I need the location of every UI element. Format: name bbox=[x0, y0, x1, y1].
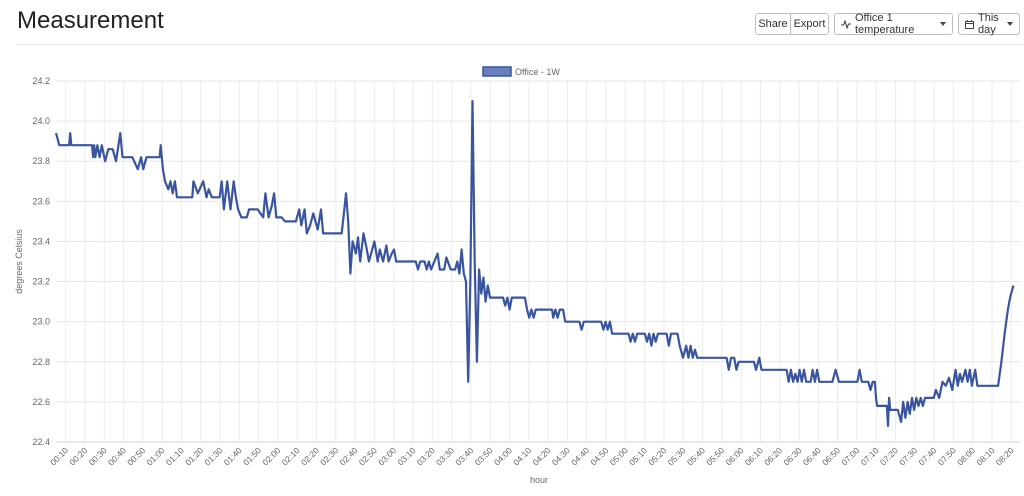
x-tick-label: 07:20 bbox=[878, 445, 900, 467]
calendar-icon bbox=[965, 19, 974, 29]
x-tick-label: 05:40 bbox=[685, 445, 707, 467]
x-tick-label: 02:50 bbox=[357, 445, 379, 467]
y-tick-label: 22.6 bbox=[32, 397, 50, 407]
x-tick-label: 05:50 bbox=[704, 445, 726, 467]
x-tick-label: 03:10 bbox=[395, 445, 417, 467]
x-tick-label: 07:10 bbox=[859, 445, 881, 467]
y-tick-label: 24.0 bbox=[32, 116, 50, 126]
x-tick-label: 00:40 bbox=[106, 445, 128, 467]
y-tick-label: 24.2 bbox=[32, 76, 50, 86]
x-tick-label: 06:50 bbox=[820, 445, 842, 467]
x-tick-label: 04:40 bbox=[569, 445, 591, 467]
legend-swatch bbox=[482, 66, 512, 77]
x-tick-label: 04:00 bbox=[492, 445, 514, 467]
x-tick-label: 06:20 bbox=[762, 445, 784, 467]
page-header: Measurement Share Export Office 1 temper… bbox=[0, 0, 1024, 46]
chart-series bbox=[54, 100, 1015, 428]
time-range-select[interactable]: This day bbox=[958, 12, 1020, 36]
time-range-label: This day bbox=[978, 12, 999, 36]
x-tick-label: 02:40 bbox=[337, 445, 359, 467]
x-tick-label: 02:10 bbox=[280, 445, 302, 467]
x-tick-label: 06:10 bbox=[743, 445, 765, 467]
x-tick-label: 03:30 bbox=[434, 445, 456, 467]
x-axis-title: hour bbox=[530, 475, 548, 485]
activity-icon bbox=[841, 19, 851, 29]
x-tick-label: 03:20 bbox=[415, 445, 437, 467]
x-tick-label: 04:20 bbox=[530, 445, 552, 467]
x-tick-label: 07:00 bbox=[839, 445, 861, 467]
y-tick-label: 23.0 bbox=[32, 317, 50, 327]
y-tick-label: 22.4 bbox=[32, 437, 50, 447]
x-tick-label: 05:30 bbox=[666, 445, 688, 467]
x-tick-label: 01:10 bbox=[164, 445, 186, 467]
x-tick-label: 04:10 bbox=[511, 445, 533, 467]
x-tick-label: 05:20 bbox=[646, 445, 668, 467]
series-line bbox=[54, 100, 1015, 428]
temperature-chart: 22.4 22.6 22.8 23.0 23.2 23.4 23.6 23.8 24.0 24.2… bbox=[14, 66, 1021, 485]
x-tick-label: 06:30 bbox=[781, 445, 803, 467]
x-tick-label: 03:40 bbox=[453, 445, 475, 467]
x-tick-label: 06:40 bbox=[801, 445, 823, 467]
x-tick-label: 02:30 bbox=[318, 445, 340, 467]
y-tick-label: 23.2 bbox=[32, 277, 50, 287]
chevron-down-icon bbox=[940, 22, 946, 26]
x-tick-label: 01:20 bbox=[183, 445, 205, 467]
chart-axes: 22.4 22.6 22.8 23.0 23.2 23.4 23.6 23.8 24.0 24.2… bbox=[32, 76, 1021, 467]
x-tick-label: 00:20 bbox=[67, 445, 89, 467]
x-tick-label: 03:50 bbox=[473, 445, 495, 467]
x-tick-label: 00:10 bbox=[48, 445, 70, 467]
share-button[interactable]: Share bbox=[755, 13, 791, 35]
header-divider bbox=[17, 44, 1024, 45]
x-tick-label: 08:20 bbox=[994, 445, 1016, 467]
export-button[interactable]: Export bbox=[790, 13, 829, 35]
x-tick-label: 01:50 bbox=[241, 445, 263, 467]
x-tick-label: 02:00 bbox=[260, 445, 282, 467]
x-tick-label: 03:00 bbox=[376, 445, 398, 467]
x-tick-label: 01:30 bbox=[202, 445, 224, 467]
x-tick-label: 04:50 bbox=[588, 445, 610, 467]
x-tick-label: 06:00 bbox=[723, 445, 745, 467]
x-tick-label: 01:00 bbox=[144, 445, 166, 467]
x-tick-label: 08:10 bbox=[974, 445, 996, 467]
x-tick-label: 07:30 bbox=[897, 445, 919, 467]
x-tick-label: 07:40 bbox=[916, 445, 938, 467]
y-axis-title: degrees Celsius bbox=[14, 229, 24, 294]
x-tick-label: 05:00 bbox=[608, 445, 630, 467]
x-tick-label: 01:40 bbox=[222, 445, 244, 467]
x-tick-label: 04:30 bbox=[550, 445, 572, 467]
y-tick-label: 23.4 bbox=[32, 236, 50, 246]
x-tick-label: 08:00 bbox=[955, 445, 977, 467]
page-title: Measurement bbox=[17, 7, 164, 34]
x-tick-label: 02:20 bbox=[299, 445, 321, 467]
x-tick-label: 07:50 bbox=[936, 445, 958, 467]
legend-label: Office - 1W bbox=[515, 67, 560, 77]
y-tick-label: 22.8 bbox=[32, 357, 50, 367]
chart-grid bbox=[56, 80, 1021, 443]
x-tick-label: 00:30 bbox=[87, 445, 109, 467]
x-tick-label: 00:50 bbox=[125, 445, 147, 467]
chevron-down-icon bbox=[1007, 22, 1013, 26]
measurement-select[interactable]: Office 1 temperature bbox=[834, 12, 953, 36]
x-tick-label: 05:10 bbox=[627, 445, 649, 467]
y-tick-label: 23.8 bbox=[32, 156, 50, 166]
measurement-select-label: Office 1 temperature bbox=[855, 12, 915, 36]
y-tick-label: 23.6 bbox=[32, 196, 50, 206]
chart-legend: Office - 1W bbox=[482, 66, 560, 77]
